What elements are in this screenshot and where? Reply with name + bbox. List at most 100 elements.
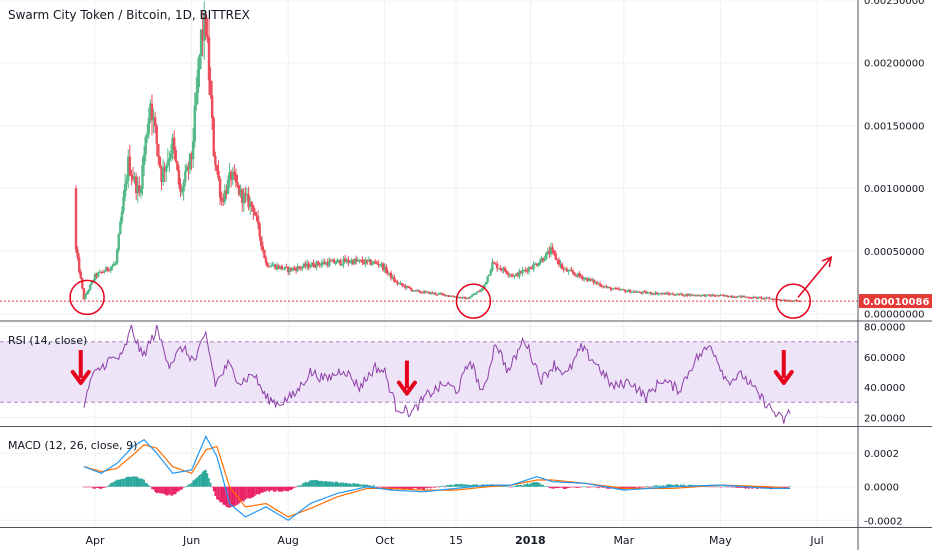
macd-histogram-bar: [292, 486, 294, 489]
macd-histogram-bar: [338, 483, 340, 487]
candle-body: [206, 35, 209, 38]
candle-body: [195, 92, 198, 106]
macd-histogram-bar: [737, 486, 739, 488]
macd-histogram-bar: [434, 486, 437, 488]
candle-body: [130, 174, 133, 177]
candle-body: [188, 153, 192, 170]
macd-histogram-bar: [197, 476, 199, 487]
candle-body: [220, 197, 223, 201]
macd-histogram-bar: [784, 486, 787, 488]
macd-histogram-bar: [721, 486, 723, 488]
candle-body: [609, 287, 613, 291]
macd-histogram-bar: [490, 484, 492, 487]
candle-body: [168, 158, 171, 161]
candle-body: [237, 185, 241, 195]
macd-histogram-bar: [665, 484, 668, 487]
candle-body: [370, 263, 374, 265]
macd-histogram-bar: [307, 481, 310, 487]
candle-body: [404, 285, 407, 288]
macd-histogram-bar: [326, 481, 329, 487]
macd-histogram-bar: [719, 486, 722, 488]
candle-body: [260, 236, 263, 247]
candle-body: [739, 295, 743, 298]
macd-histogram-bar: [157, 486, 160, 493]
candle-body: [150, 103, 154, 121]
candle-body: [157, 143, 160, 158]
candle-body: [584, 278, 588, 280]
candle-body: [185, 166, 189, 172]
macd-histogram-bar: [471, 485, 473, 487]
macd-histogram-bar: [345, 482, 348, 487]
candle-body: [103, 271, 106, 273]
macd-histogram-bar: [271, 486, 274, 491]
candle-body: [332, 259, 336, 264]
candle-body: [660, 293, 664, 295]
macd-histogram-bar: [143, 479, 145, 487]
candle-body: [472, 294, 475, 296]
rsi-legend: RSI (14, close): [8, 334, 87, 347]
macd-histogram-bar: [371, 486, 373, 487]
macd-histogram-bar: [534, 482, 536, 487]
candle-body: [646, 292, 649, 294]
candle-body: [494, 263, 497, 265]
macd-histogram-bar: [176, 486, 179, 492]
candle-body: [350, 260, 353, 263]
macd-histogram-bar: [439, 486, 441, 487]
macd-histogram-bar: [127, 476, 130, 487]
candle-body: [651, 293, 654, 295]
candle-body: [491, 262, 494, 271]
macd-histogram-bar: [675, 484, 677, 487]
price-axis-tick-label: 0.00000000: [864, 310, 924, 321]
candle-body: [207, 37, 211, 81]
candle-body: [396, 281, 399, 284]
candle-body: [714, 295, 717, 297]
candle-body: [603, 286, 607, 288]
candle-body: [408, 287, 412, 289]
candle-body: [736, 296, 740, 298]
macd-histogram-bar: [277, 486, 280, 492]
macd-histogram-bar: [551, 486, 554, 489]
macd-histogram-bar: [200, 473, 202, 487]
macd-pane[interactable]: [83, 435, 791, 522]
macd-histogram-bar: [463, 484, 465, 487]
candle-body: [369, 259, 372, 265]
macd-line: [83, 435, 791, 522]
rsi-pane[interactable]: [0, 324, 858, 424]
candle-body: [632, 291, 635, 293]
candle-body: [647, 292, 651, 294]
macd-histogram-bar: [353, 483, 356, 487]
macd-histogram-bar: [407, 486, 410, 490]
macd-histogram-bar: [290, 486, 293, 491]
candle-body: [712, 294, 716, 296]
price-pane[interactable]: [0, 1, 858, 303]
macd-histogram-bar: [301, 483, 304, 487]
candle-body: [557, 259, 561, 265]
candle-body: [87, 289, 90, 293]
candle-body: [595, 281, 599, 284]
macd-histogram-bar: [146, 483, 149, 487]
current-price-tag: 0.00010086: [859, 294, 932, 309]
macd-histogram-bar: [649, 486, 652, 488]
candle-body: [652, 293, 656, 295]
macd-histogram-bar: [364, 484, 367, 487]
macd-histogram-bar: [265, 486, 267, 492]
macd-histogram-bar: [448, 484, 451, 487]
macd-histogram-bar: [160, 486, 163, 494]
arrow-head: [821, 256, 833, 268]
candle-body: [305, 263, 309, 267]
arrow-shaft: [797, 256, 832, 298]
macd-histogram-bar: [458, 484, 460, 487]
candle-body: [286, 267, 290, 273]
macd-histogram-bar: [417, 486, 419, 489]
macd-histogram-bar: [266, 486, 269, 491]
candle-body: [467, 297, 470, 299]
candle-body: [423, 291, 426, 294]
candle-body: [442, 293, 445, 295]
candle-body: [502, 267, 505, 271]
candle-body: [165, 165, 168, 172]
macd-histogram-bar: [349, 483, 351, 487]
candle-body: [562, 268, 565, 270]
macd-histogram-bar: [426, 486, 429, 489]
candle-body: [625, 291, 629, 293]
